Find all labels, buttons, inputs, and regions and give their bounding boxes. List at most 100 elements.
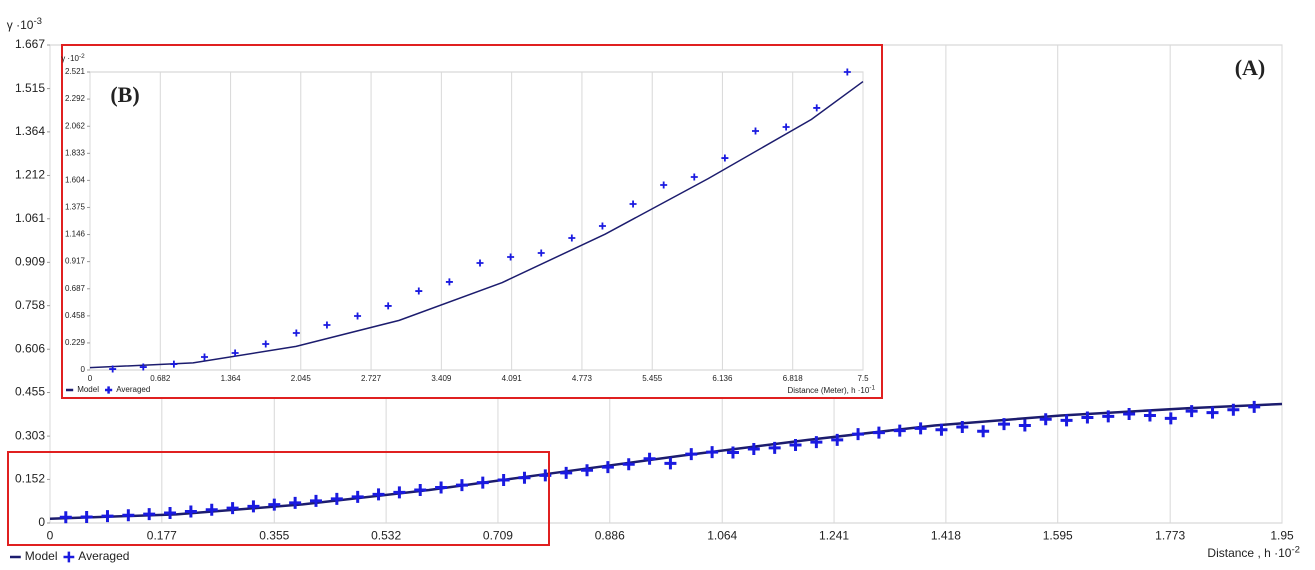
x-axis-label: Distance (Meter), h ·10-1 [788, 384, 876, 395]
x-tick-label: 1.418 [931, 528, 961, 542]
averaged-point [414, 484, 427, 497]
averaged-point [726, 446, 739, 459]
averaged-point [747, 443, 760, 456]
averaged-point [201, 353, 209, 361]
y-tick-label: 0.758 [15, 298, 45, 312]
x-tick-label: 0.355 [259, 528, 289, 542]
x-axis-label: Distance , h ·10-2 [1207, 544, 1300, 560]
y-tick-label: 1.364 [15, 124, 45, 138]
averaged-point [476, 476, 489, 489]
averaged-point [231, 349, 239, 357]
y-tick-label: 0.687 [65, 284, 86, 293]
averaged-point [384, 302, 392, 310]
averaged-point [643, 452, 656, 465]
averaged-point [768, 441, 781, 454]
y-tick-label: 0.606 [15, 341, 45, 355]
averaged-point [330, 492, 343, 505]
y-tick-label: 1.604 [65, 176, 86, 185]
y-tick-label: 0 [81, 365, 86, 374]
averaged-point [476, 259, 484, 267]
legend-marker [63, 551, 75, 563]
y-axis-label-exponent: -2 [79, 53, 85, 60]
averaged-point [393, 486, 406, 499]
averaged-point [80, 510, 93, 523]
x-tick-label: 1.064 [707, 528, 737, 542]
x-tick-label: 0.886 [595, 528, 625, 542]
x-tick-label: 7.5 [857, 374, 869, 383]
x-tick-label: 6.818 [783, 374, 804, 383]
x-tick-label: 1.364 [221, 374, 242, 383]
x-axis-label-text: Distance , h ·10 [1207, 546, 1291, 560]
x-tick-label: 0.709 [483, 528, 513, 542]
x-tick-label: 2.045 [291, 374, 312, 383]
averaged-point [1102, 410, 1115, 423]
legend-label: Averaged [116, 385, 150, 394]
averaged-point [1248, 400, 1261, 413]
averaged-point [247, 500, 260, 513]
y-axis-label-text: γ ·10 [61, 54, 79, 63]
averaged-point [1060, 414, 1073, 427]
y-tick-label: 0.909 [15, 255, 45, 269]
averaged-point [415, 287, 423, 295]
y-tick-label: 1.212 [15, 168, 45, 182]
averaged-point [518, 471, 531, 484]
y-axis-label-text: γ ·10 [7, 18, 34, 32]
model-line [89, 80, 864, 369]
averaged-point [581, 464, 594, 477]
y-tick-label: 0.152 [15, 472, 45, 486]
averaged-point [323, 321, 331, 329]
averaged-point [685, 448, 698, 461]
averaged-point [184, 505, 197, 518]
averaged-point [59, 511, 72, 524]
averaged-point [782, 123, 790, 131]
x-tick-label: 2.727 [361, 374, 382, 383]
averaged-point [752, 127, 760, 135]
averaged-point [831, 433, 844, 446]
averaged-point [706, 446, 719, 459]
y-tick-label: 1.146 [65, 230, 86, 239]
averaged-point [935, 423, 948, 436]
legend-label: Model [25, 549, 58, 563]
averaged-point [1018, 419, 1031, 432]
averaged-point [1039, 413, 1052, 426]
x-tick-label: 0.682 [150, 374, 171, 383]
averaged-point [226, 502, 239, 515]
averaged-point [598, 222, 606, 230]
plot-area [89, 71, 864, 371]
averaged-point [262, 340, 270, 348]
y-tick-label: 2.292 [65, 94, 86, 103]
averaged-point [601, 461, 614, 474]
chart-panel: 0 0.682 1.364 2.045 2.727 3.409 4.091 4.773 5.45… [61, 44, 883, 399]
averaged-point [1185, 405, 1198, 418]
averaged-point [998, 418, 1011, 431]
y-tick-label: 0.917 [65, 257, 86, 266]
y-tick-label: 0.229 [65, 338, 86, 347]
x-tick-label: 0 [47, 528, 54, 542]
y-axis-label-exponent: -3 [33, 16, 42, 27]
averaged-point [977, 425, 990, 438]
y-axis-label: γ ·10-2 [61, 53, 85, 64]
x-tick-label: 0.532 [371, 528, 401, 542]
x-tick-label: 6.136 [712, 374, 733, 383]
x-axis-label-exponent: -1 [869, 384, 875, 391]
y-tick-label: 1.375 [65, 203, 86, 212]
y-tick-label: 0.455 [15, 385, 45, 399]
model-line [49, 402, 1283, 520]
averaged-point [872, 426, 885, 439]
averaged-point [1206, 406, 1219, 419]
averaged-point [497, 473, 510, 486]
x-tick-label: 0.177 [147, 528, 177, 542]
x-axis-label-exponent: -2 [1291, 544, 1300, 555]
x-tick-label: 1.241 [819, 528, 849, 542]
x-tick-label: 5.455 [642, 374, 663, 383]
averaged-point [122, 509, 135, 522]
averaged-point [435, 481, 448, 494]
averaged-point [507, 253, 515, 261]
averaged-point [629, 200, 637, 208]
averaged-point [789, 439, 802, 452]
x-tick-label: 1.595 [1043, 528, 1073, 542]
y-axis-label: γ ·10-3 [7, 16, 42, 32]
averaged-point [893, 424, 906, 437]
averaged-point [560, 466, 573, 479]
